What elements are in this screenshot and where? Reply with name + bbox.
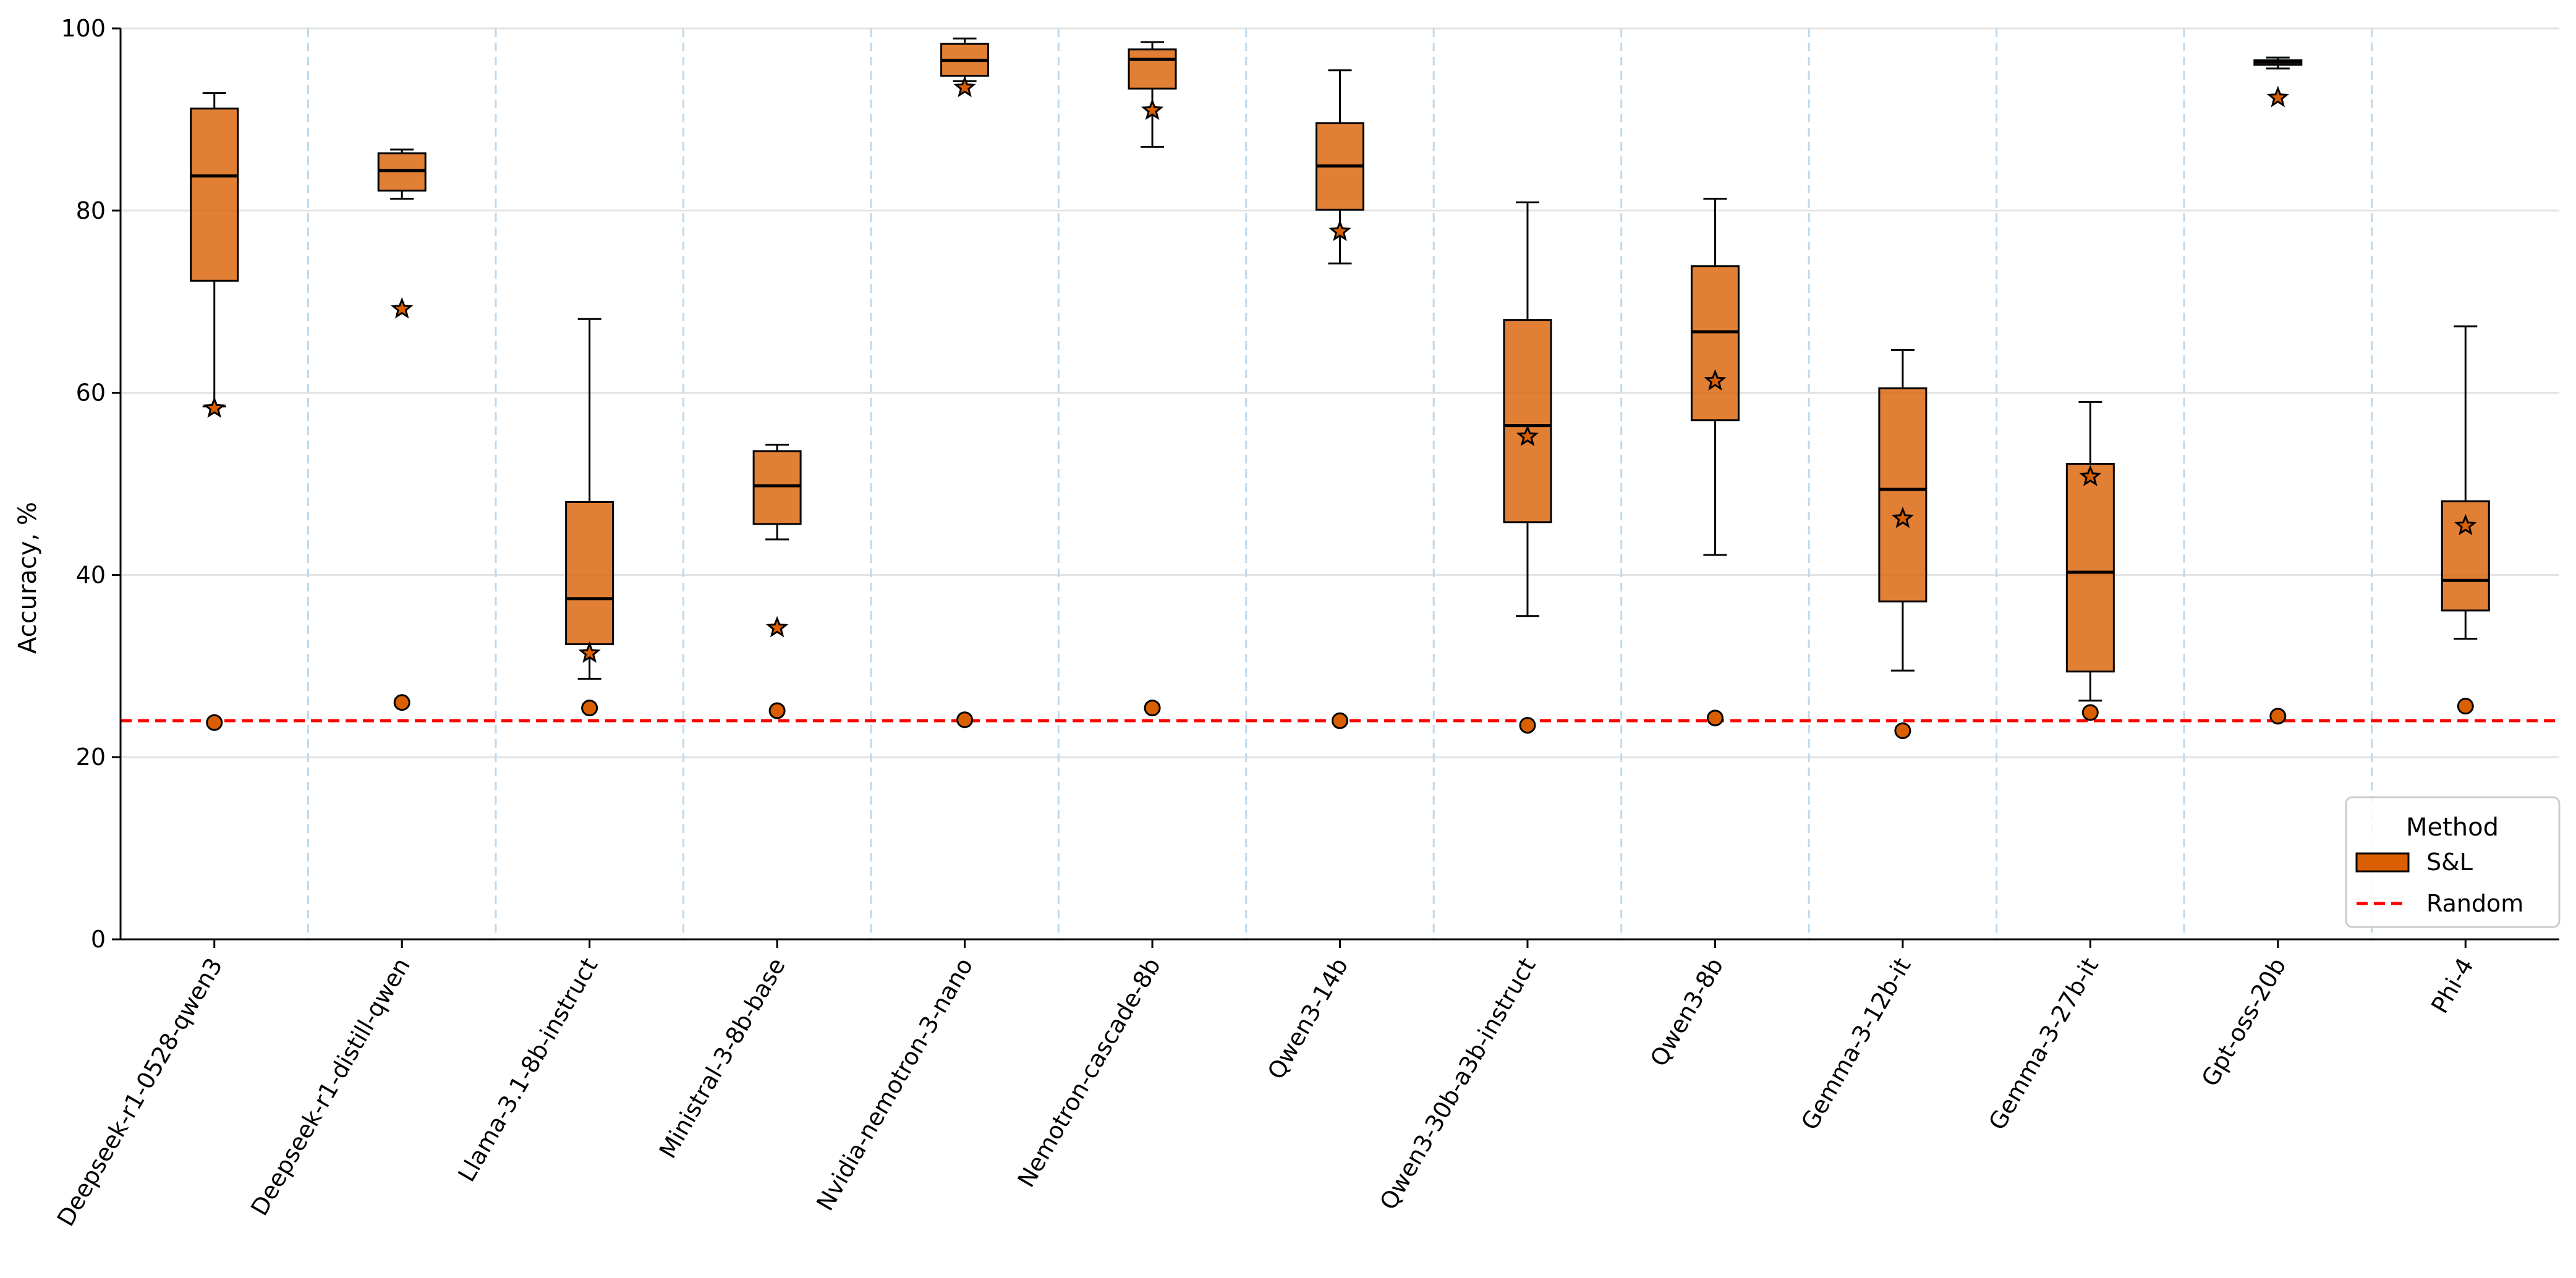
x-tick-label: Ministral-3-8b-base — [654, 954, 791, 1163]
random-circle-marker — [1894, 722, 1911, 739]
x-tick-label: Llama-3.1-8b-instruct — [453, 954, 603, 1187]
random-circle-marker — [2457, 698, 2474, 715]
legend-swatch-sl — [2355, 852, 2410, 873]
box — [1690, 265, 1740, 421]
x-tick-label: Qwen3-8b — [1645, 954, 1728, 1072]
box — [190, 108, 239, 282]
random-circle-marker — [1706, 709, 1724, 727]
mean-star-marker — [1516, 425, 1539, 446]
legend-label-sl: S&L — [2426, 848, 2473, 876]
y-tick-label: 80 — [76, 197, 106, 224]
x-tick-label: Deepseek-r1-distill-qwen — [245, 954, 415, 1221]
y-tick-label: 40 — [76, 561, 106, 588]
legend-frame — [2345, 796, 2561, 928]
y-tick-layer: 0 20 40 60 80 100 — [61, 15, 121, 953]
box — [2441, 500, 2490, 612]
mean-star-marker — [203, 396, 226, 418]
mean-star-marker — [1891, 506, 1915, 528]
random-circle-marker — [1332, 712, 1348, 729]
y-tick-label: 0 — [91, 926, 106, 953]
y-tick-label: 100 — [61, 15, 106, 42]
random-circle-marker — [2269, 708, 2287, 725]
mean-star-marker — [2266, 85, 2290, 108]
random-circle-marker — [768, 702, 786, 719]
y-tick-label: 20 — [76, 743, 106, 771]
x-tick-label: Qwen3-14b — [1262, 954, 1354, 1085]
x-tick-label: Deepseek-r1-0528-qwen3 — [52, 954, 228, 1231]
random-circle-marker — [1144, 700, 1161, 717]
random-circle-marker — [956, 711, 974, 729]
x-tick-label: Gemma-3-12b-it — [1796, 954, 1916, 1135]
random-circle-marker — [206, 714, 223, 731]
x-tick-label: Nvidia-nemotron-3-nano — [811, 954, 978, 1216]
random-circle-marker — [1519, 717, 1536, 734]
legend-label-random: Random — [2426, 890, 2523, 917]
legend: Method S&L Random — [2345, 796, 2561, 928]
mean-star-marker — [1141, 98, 1164, 121]
category-separators — [307, 28, 2373, 939]
mean-star-marker — [390, 297, 414, 319]
x-tick-label: Nemotron-cascade-8b — [1012, 954, 1165, 1192]
box — [1878, 387, 1928, 603]
x-tick-label: Gemma-3-27b-it — [1983, 954, 2104, 1135]
x-tick-label: Qwen3-30b-a3b-instruct — [1374, 954, 1541, 1215]
random-circle-marker — [2081, 704, 2099, 721]
mean-star-marker — [765, 616, 789, 638]
mean-star-marker — [953, 75, 976, 98]
box — [1503, 319, 1552, 523]
box-layer — [190, 37, 2490, 702]
mean-star-marker — [1328, 219, 1351, 242]
random-circle-marker — [393, 694, 410, 711]
y-tick-label: 60 — [76, 379, 106, 407]
mean-star-marker — [1704, 369, 1727, 391]
mean-star-marker — [2079, 465, 2102, 486]
legend-title: Method — [2406, 813, 2499, 842]
box — [565, 501, 614, 645]
mean-star-marker — [2454, 514, 2477, 536]
x-tick-label: Gpt-oss-20b — [2196, 954, 2292, 1091]
box — [2065, 463, 2115, 673]
random-circle-marker — [581, 700, 598, 717]
x-tick-label: Phi-4 — [2426, 954, 2479, 1018]
box — [1128, 48, 1177, 90]
marker-layer — [203, 75, 2477, 739]
mean-star-marker — [578, 641, 601, 663]
box — [752, 450, 802, 525]
x-tick-layer: Deepseek-r1-0528-qwen3 Deepseek-r1-distil… — [52, 939, 2479, 1231]
y-axis-title: Accuracy, % — [14, 502, 42, 654]
grid-layer — [121, 27, 2559, 758]
